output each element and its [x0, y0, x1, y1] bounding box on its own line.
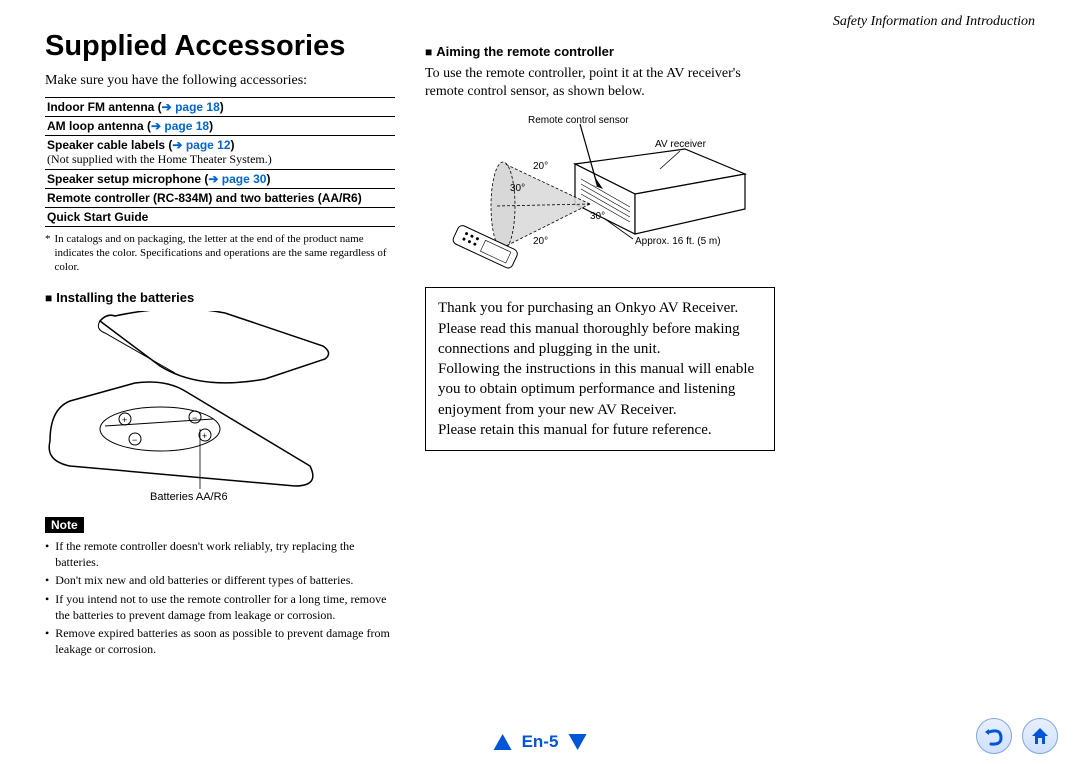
accessory-item: Indoor FM antenna (➔ page 18): [45, 97, 395, 116]
accessory-suffix: ): [220, 100, 224, 114]
spacer-column: [805, 30, 1035, 660]
accessory-suffix: ): [231, 138, 235, 152]
svg-text:+: +: [202, 431, 207, 441]
accessory-label: Indoor FM antenna (: [47, 100, 162, 114]
accessory-item: Speaker cable labels (➔ page 12) (Not su…: [45, 135, 395, 169]
accessory-subtext: (Not supplied with the Home Theater Syst…: [47, 152, 395, 167]
page-link[interactable]: page 30: [222, 172, 267, 186]
nav-icons: [976, 718, 1058, 754]
angle-label: 20°: [533, 161, 548, 172]
note-badge: Note: [45, 517, 84, 533]
footnote: * In catalogs and on packaging, the lett…: [45, 233, 395, 274]
accessories-list: Indoor FM antenna (➔ page 18) AM loop an…: [45, 97, 395, 227]
note-item: Remove expired batteries as soon as poss…: [45, 626, 395, 657]
accessory-item: AM loop antenna (➔ page 18): [45, 116, 395, 135]
section-header: Safety Information and Introduction: [833, 14, 1035, 30]
link-arrow-icon: ➔: [151, 119, 161, 133]
footnote-text: In catalogs and on packaging, the letter…: [55, 233, 396, 274]
svg-text:−: −: [192, 413, 197, 423]
accessory-item: Speaker setup microphone (➔ page 30): [45, 169, 395, 188]
page-link[interactable]: page 12: [186, 138, 231, 152]
page-link[interactable]: page 18: [164, 119, 209, 133]
angle-label: 20°: [533, 236, 548, 247]
note-text: If the remote controller doesn't work re…: [55, 539, 395, 570]
accessory-suffix: ): [209, 119, 213, 133]
accessory-label: Speaker cable labels (: [47, 138, 172, 152]
page-number: En-5: [522, 732, 559, 752]
page-nav: En-5: [494, 732, 587, 752]
aiming-text: To use the remote controller, point it a…: [425, 65, 775, 101]
distance-label: Approx. 16 ft. (5 m): [635, 236, 721, 247]
note-text: If you intend not to use the remote cont…: [55, 592, 395, 623]
prev-page-button[interactable]: [494, 734, 512, 750]
note-item: If you intend not to use the remote cont…: [45, 592, 395, 623]
accessory-label: Remote controller (RC-834M) and two batt…: [47, 191, 362, 205]
sensor-label: Remote control sensor: [528, 115, 629, 126]
receiver-label: AV receiver: [655, 139, 707, 150]
square-bullet-icon: ■: [45, 291, 52, 305]
svg-text:−: −: [132, 435, 137, 445]
thanks-text: Thank you for purchasing an Onkyo AV Rec…: [438, 300, 754, 438]
aiming-diagram: 20° 30° 30° 20° Remote control sensor AV…: [425, 109, 775, 269]
page-title: Supplied Accessories: [45, 30, 395, 63]
link-arrow-icon: ➔: [162, 100, 172, 114]
angle-label: 30°: [590, 211, 605, 222]
note-text: Remove expired batteries as soon as poss…: [55, 626, 395, 657]
link-arrow-icon: ➔: [208, 172, 218, 186]
link-arrow-icon: ➔: [172, 138, 182, 152]
back-button[interactable]: [976, 718, 1012, 754]
next-page-button[interactable]: [568, 734, 586, 750]
left-column: Supplied Accessories Make sure you have …: [45, 30, 395, 660]
aiming-heading: ■ Aiming the remote controller: [425, 44, 775, 59]
accessory-label: AM loop antenna (: [47, 119, 151, 133]
note-list: If the remote controller doesn't work re…: [45, 539, 395, 657]
note-item: If the remote controller doesn't work re…: [45, 539, 395, 570]
page-body: Supplied Accessories Make sure you have …: [0, 0, 1080, 720]
accessory-item: Quick Start Guide: [45, 207, 395, 227]
accessory-suffix: ): [266, 172, 270, 186]
angle-label: 30°: [510, 183, 525, 194]
note-item: Don't mix new and old batteries or diffe…: [45, 573, 395, 589]
right-column: ■ Aiming the remote controller To use the…: [425, 30, 775, 660]
accessory-item: Remote controller (RC-834M) and two batt…: [45, 188, 395, 207]
thanks-box: Thank you for purchasing an Onkyo AV Rec…: [425, 287, 775, 451]
installing-heading: ■ Installing the batteries: [45, 290, 395, 305]
intro-text: Make sure you have the following accesso…: [45, 73, 395, 89]
svg-text:+: +: [122, 415, 127, 425]
note-text: Don't mix new and old batteries or diffe…: [55, 573, 353, 589]
square-bullet-icon: ■: [425, 45, 432, 59]
battery-caption: Batteries AA/R6: [45, 491, 395, 503]
battery-diagram: + − − +: [45, 311, 395, 491]
home-button[interactable]: [1022, 718, 1058, 754]
installing-title: Installing the batteries: [56, 290, 194, 305]
footnote-star-icon: *: [45, 233, 51, 274]
aiming-title: Aiming the remote controller: [436, 44, 614, 59]
accessory-label: Speaker setup microphone (: [47, 172, 208, 186]
page-link[interactable]: page 18: [175, 100, 220, 114]
accessory-label: Quick Start Guide: [47, 210, 148, 224]
